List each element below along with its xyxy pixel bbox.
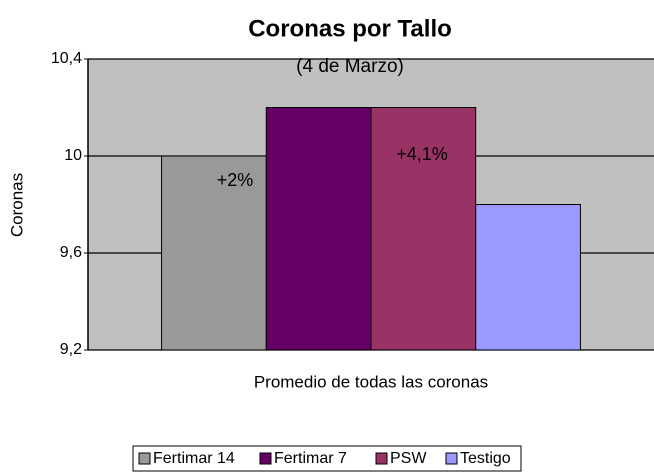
y-tick-label: 10,4 (51, 50, 82, 67)
legend-swatch (375, 452, 388, 465)
y-tick-label: 10 (64, 147, 82, 164)
x-tick-label: Promedio de todas las coronas (254, 372, 488, 391)
annotation: +2% (217, 170, 254, 190)
legend-label: Testigo (460, 450, 511, 467)
bar (475, 204, 581, 351)
y-tick-label: 9,6 (60, 244, 82, 261)
legend-swatch (445, 452, 458, 465)
chart-subtitle: (4 de Marzo) (296, 56, 404, 77)
annotation: +4,1% (396, 144, 448, 164)
legend-swatch (138, 452, 151, 465)
bar (161, 155, 267, 351)
y-axis-label: Coronas (7, 173, 26, 237)
chart-title: Coronas por Tallo (248, 15, 452, 42)
legend-label: Fertimar 14 (153, 450, 235, 467)
bar (370, 107, 477, 351)
legend-label: Fertimar 7 (274, 450, 347, 467)
bar (265, 107, 372, 351)
legend-label: PSW (390, 450, 427, 467)
legend-swatch (259, 452, 272, 465)
y-tick-label: 9,2 (60, 341, 82, 358)
